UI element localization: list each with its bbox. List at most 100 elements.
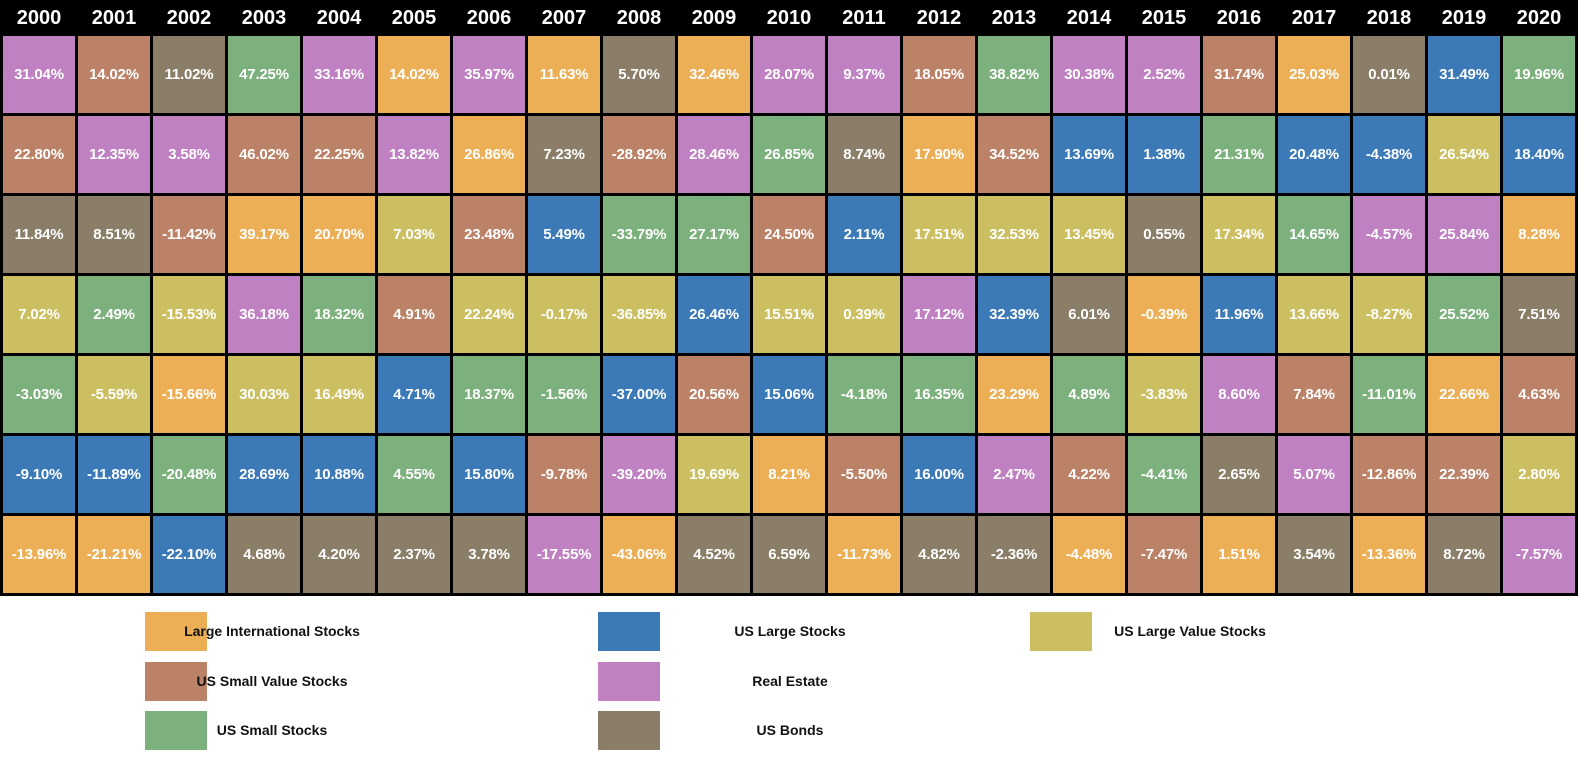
- return-cell: -7.47%: [1128, 516, 1200, 593]
- return-cell: 33.16%: [303, 36, 375, 113]
- year-header: 2003: [228, 3, 300, 33]
- return-cell: -2.36%: [978, 516, 1050, 593]
- return-cell: 0.01%: [1353, 36, 1425, 113]
- return-cell: 4.89%: [1053, 356, 1125, 433]
- return-cell: -3.03%: [3, 356, 75, 433]
- return-cell: 32.39%: [978, 276, 1050, 353]
- return-cell: -4.18%: [828, 356, 900, 433]
- year-header: 2000: [3, 3, 75, 33]
- return-cell: 32.53%: [978, 196, 1050, 273]
- legend-swatch: [598, 662, 660, 701]
- return-cell: 22.66%: [1428, 356, 1500, 433]
- return-cell: -21.21%: [78, 516, 150, 593]
- return-cell: 0.39%: [828, 276, 900, 353]
- return-cell: -13.96%: [3, 516, 75, 593]
- return-cell: 31.04%: [3, 36, 75, 113]
- return-cell: 27.17%: [678, 196, 750, 273]
- return-cell: 18.32%: [303, 276, 375, 353]
- return-cell: 10.88%: [303, 436, 375, 513]
- return-cell: 4.91%: [378, 276, 450, 353]
- return-cell: 14.02%: [378, 36, 450, 113]
- return-cell: 36.18%: [228, 276, 300, 353]
- return-cell: 11.02%: [153, 36, 225, 113]
- year-header: 2020: [1503, 3, 1575, 33]
- return-cell: -28.92%: [603, 116, 675, 193]
- return-cell: -15.53%: [153, 276, 225, 353]
- return-cell: 26.85%: [753, 116, 825, 193]
- return-cell: 4.63%: [1503, 356, 1575, 433]
- return-cell: -5.59%: [78, 356, 150, 433]
- return-cell: 30.03%: [228, 356, 300, 433]
- return-cell: 2.47%: [978, 436, 1050, 513]
- return-cell: 6.01%: [1053, 276, 1125, 353]
- return-cell: -36.85%: [603, 276, 675, 353]
- year-header: 2016: [1203, 3, 1275, 33]
- legend-swatch: [598, 612, 660, 651]
- legend-label: US Small Stocks: [216, 722, 328, 738]
- year-header: 2008: [603, 3, 675, 33]
- return-cell: -0.39%: [1128, 276, 1200, 353]
- return-cell: 35.97%: [453, 36, 525, 113]
- year-header: 2005: [378, 3, 450, 33]
- return-cell: 7.23%: [528, 116, 600, 193]
- return-cell: 11.63%: [528, 36, 600, 113]
- return-cell: 1.51%: [1203, 516, 1275, 593]
- return-cell: 8.21%: [753, 436, 825, 513]
- return-cell: 23.29%: [978, 356, 1050, 433]
- return-cell: 18.40%: [1503, 116, 1575, 193]
- return-cell: 7.84%: [1278, 356, 1350, 433]
- return-cell: -22.10%: [153, 516, 225, 593]
- return-cell: -5.50%: [828, 436, 900, 513]
- return-cell: 17.34%: [1203, 196, 1275, 273]
- year-header: 2001: [78, 3, 150, 33]
- year-header: 2013: [978, 3, 1050, 33]
- legend-label: US Large Stocks: [734, 623, 846, 639]
- return-cell: 22.24%: [453, 276, 525, 353]
- return-cell: 24.50%: [753, 196, 825, 273]
- return-cell: 11.96%: [1203, 276, 1275, 353]
- legend-label: Large International Stocks: [184, 623, 360, 639]
- return-cell: 20.70%: [303, 196, 375, 273]
- return-cell: 28.69%: [228, 436, 300, 513]
- legend-swatch: [145, 612, 207, 651]
- return-cell: 2.52%: [1128, 36, 1200, 113]
- return-cell: -11.73%: [828, 516, 900, 593]
- return-cell: -8.27%: [1353, 276, 1425, 353]
- return-cell: 31.74%: [1203, 36, 1275, 113]
- return-cell: 3.78%: [453, 516, 525, 593]
- return-cell: -4.38%: [1353, 116, 1425, 193]
- return-cell: -39.20%: [603, 436, 675, 513]
- return-cell: 8.28%: [1503, 196, 1575, 273]
- return-cell: 14.65%: [1278, 196, 1350, 273]
- return-cell: 38.82%: [978, 36, 1050, 113]
- legend-label: US Small Value Stocks: [196, 673, 348, 689]
- return-cell: 9.37%: [828, 36, 900, 113]
- year-header: 2004: [303, 3, 375, 33]
- legend-swatch: [1030, 612, 1092, 651]
- return-cell: 13.45%: [1053, 196, 1125, 273]
- legend-label: Real Estate: [752, 673, 828, 689]
- return-cell: 16.35%: [903, 356, 975, 433]
- return-cell: 28.46%: [678, 116, 750, 193]
- return-cell: 13.82%: [378, 116, 450, 193]
- return-cell: -20.48%: [153, 436, 225, 513]
- return-cell: 46.02%: [228, 116, 300, 193]
- return-cell: -13.36%: [1353, 516, 1425, 593]
- year-header: 2007: [528, 3, 600, 33]
- return-cell: 4.52%: [678, 516, 750, 593]
- return-cell: 5.70%: [603, 36, 675, 113]
- return-cell: 8.51%: [78, 196, 150, 273]
- return-cell: 17.51%: [903, 196, 975, 273]
- return-cell: 3.58%: [153, 116, 225, 193]
- return-cell: -37.00%: [603, 356, 675, 433]
- return-cell: 21.31%: [1203, 116, 1275, 193]
- legend-swatch: [598, 711, 660, 750]
- year-header: 2012: [903, 3, 975, 33]
- return-cell: -9.78%: [528, 436, 600, 513]
- return-cell: -4.41%: [1128, 436, 1200, 513]
- return-cell: 15.06%: [753, 356, 825, 433]
- return-cell: 25.84%: [1428, 196, 1500, 273]
- return-cell: 26.86%: [453, 116, 525, 193]
- return-cell: 7.03%: [378, 196, 450, 273]
- return-cell: 2.49%: [78, 276, 150, 353]
